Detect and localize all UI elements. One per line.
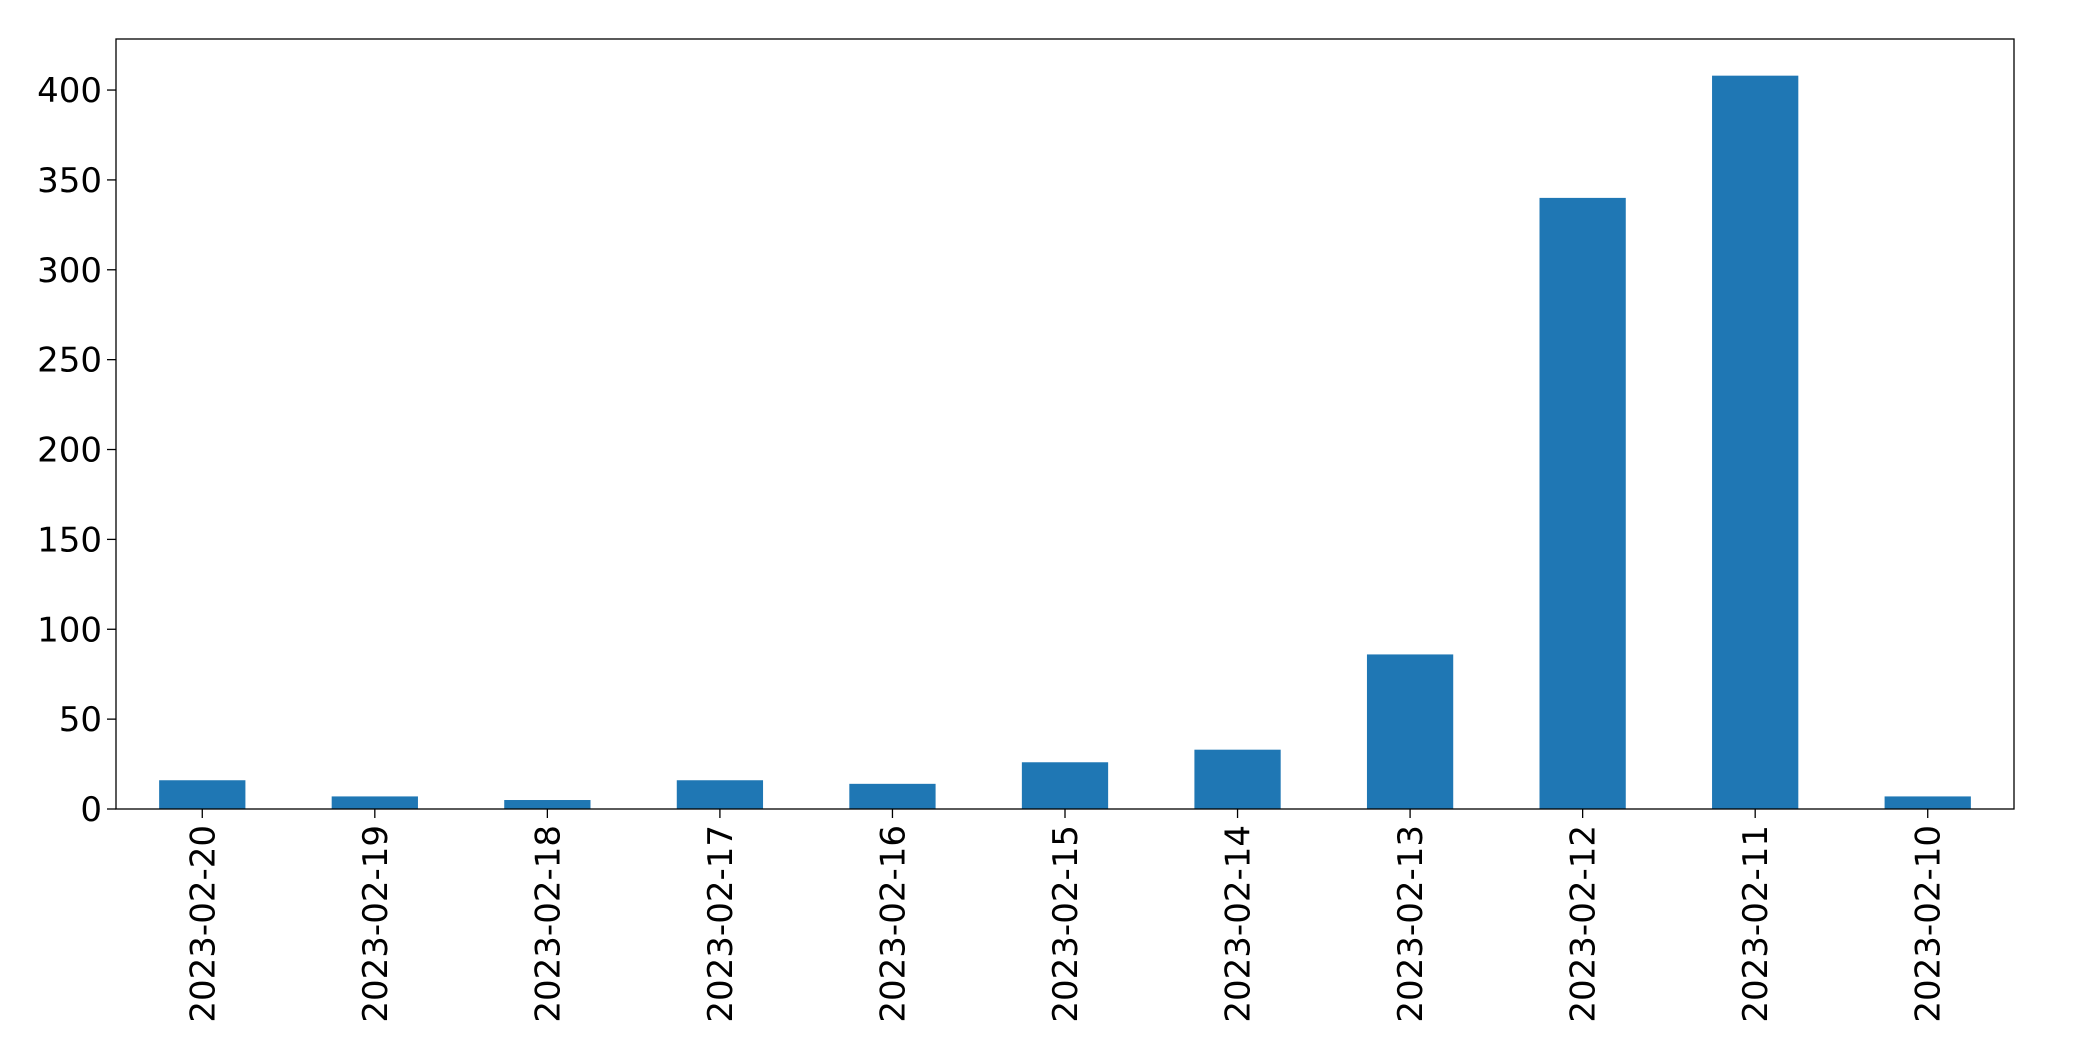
y-tick-label: 300 xyxy=(37,251,102,291)
bar xyxy=(1366,654,1454,809)
x-tick-label: 2023-02-20 xyxy=(183,825,223,1023)
bar xyxy=(1712,75,1799,809)
x-tick-label: 2023-02-15 xyxy=(1046,825,1086,1023)
bar xyxy=(1194,749,1281,809)
y-tick-label: 250 xyxy=(37,341,102,381)
y-tick-label: 100 xyxy=(37,610,102,650)
plot-frame xyxy=(115,38,2015,810)
bar xyxy=(331,796,418,809)
x-tick-label: 2023-02-14 xyxy=(1219,825,1259,1023)
x-tick-label: 2023-02-19 xyxy=(356,825,396,1023)
bar xyxy=(1539,197,1626,809)
x-tick-label: 2023-02-10 xyxy=(1909,825,1949,1023)
x-tick-label: 2023-02-12 xyxy=(1564,825,1604,1023)
x-tick-label: 2023-02-18 xyxy=(528,825,568,1023)
y-tick-label: 0 xyxy=(80,790,102,830)
y-tick-label: 200 xyxy=(37,431,102,471)
bar xyxy=(1884,796,1971,809)
y-tick-label: 400 xyxy=(37,71,102,111)
x-tick-label: 2023-02-16 xyxy=(873,825,913,1023)
bar xyxy=(1021,762,1109,809)
bar xyxy=(504,800,591,809)
y-tick-label: 350 xyxy=(37,161,102,201)
x-tick-label: 2023-02-11 xyxy=(1736,825,1776,1023)
bar xyxy=(849,783,936,809)
y-tick-label: 150 xyxy=(37,520,102,560)
x-tick-label: 2023-02-13 xyxy=(1391,825,1431,1023)
x-tick-label: 2023-02-17 xyxy=(701,825,741,1023)
bar xyxy=(676,780,764,809)
y-tick-label: 50 xyxy=(59,700,102,740)
bar xyxy=(159,780,246,809)
